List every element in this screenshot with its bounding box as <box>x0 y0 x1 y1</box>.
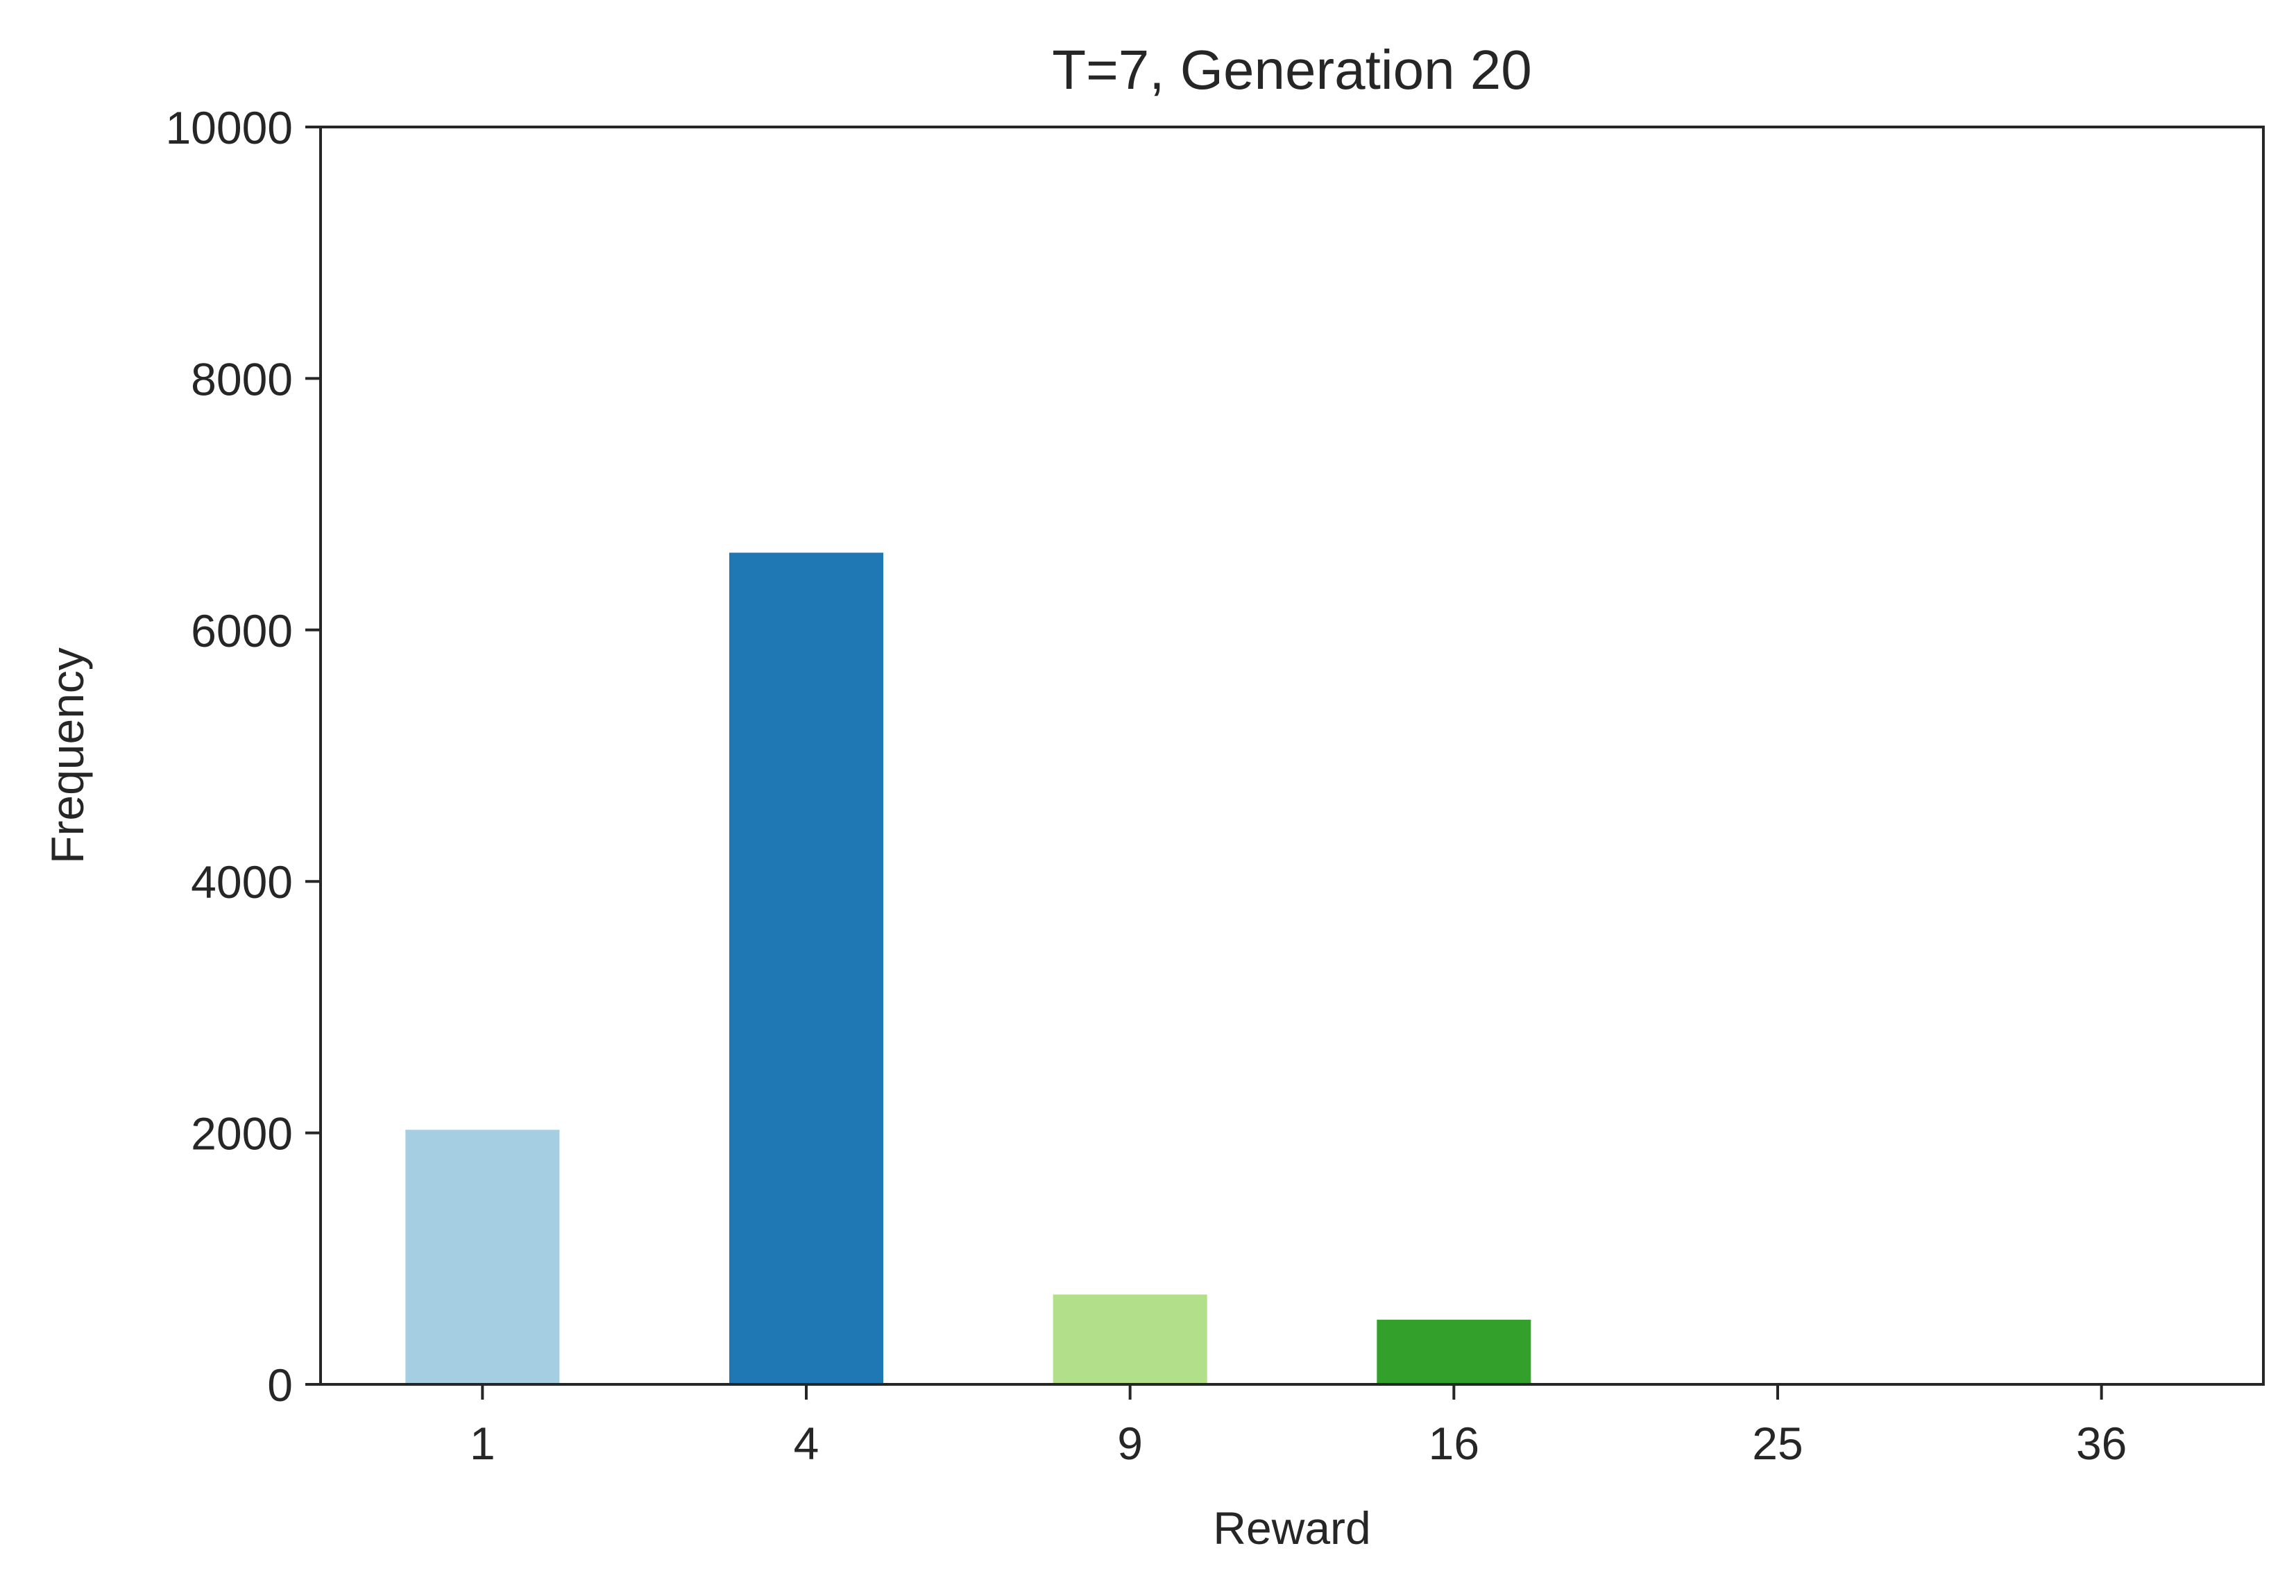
x-tick-label: 1 <box>470 1418 495 1469</box>
y-tick-label: 4000 <box>191 856 293 908</box>
y-axis-label: Frequency <box>42 647 93 864</box>
y-tick-label: 10000 <box>165 102 293 153</box>
x-tick-label: 9 <box>1117 1418 1143 1469</box>
y-tick-label: 6000 <box>191 605 293 656</box>
x-tick-label: 36 <box>2076 1418 2127 1469</box>
x-axis-ticks: 1 4 9 16 25 36 <box>470 1384 2127 1469</box>
bar-16 <box>1375 1318 1533 1385</box>
y-tick-label: 0 <box>267 1359 293 1411</box>
y-axis-ticks: 0 2000 4000 6000 8000 10000 <box>165 102 321 1411</box>
plot-frame <box>319 126 2265 1386</box>
x-tick-label: 25 <box>1752 1418 1803 1469</box>
x-tick-label: 4 <box>794 1418 819 1469</box>
chart-title: T=7, Generation 20 <box>1052 39 1532 101</box>
bar-1 <box>404 1128 561 1385</box>
bars-group <box>404 551 1533 1386</box>
x-tick-label: 16 <box>1429 1418 1479 1469</box>
x-axis-label: Reward <box>1213 1502 1370 1554</box>
bar-4 <box>728 551 885 1385</box>
bar-9 <box>1051 1293 1209 1386</box>
y-tick-label: 8000 <box>191 353 293 405</box>
y-tick-label: 2000 <box>191 1108 293 1160</box>
